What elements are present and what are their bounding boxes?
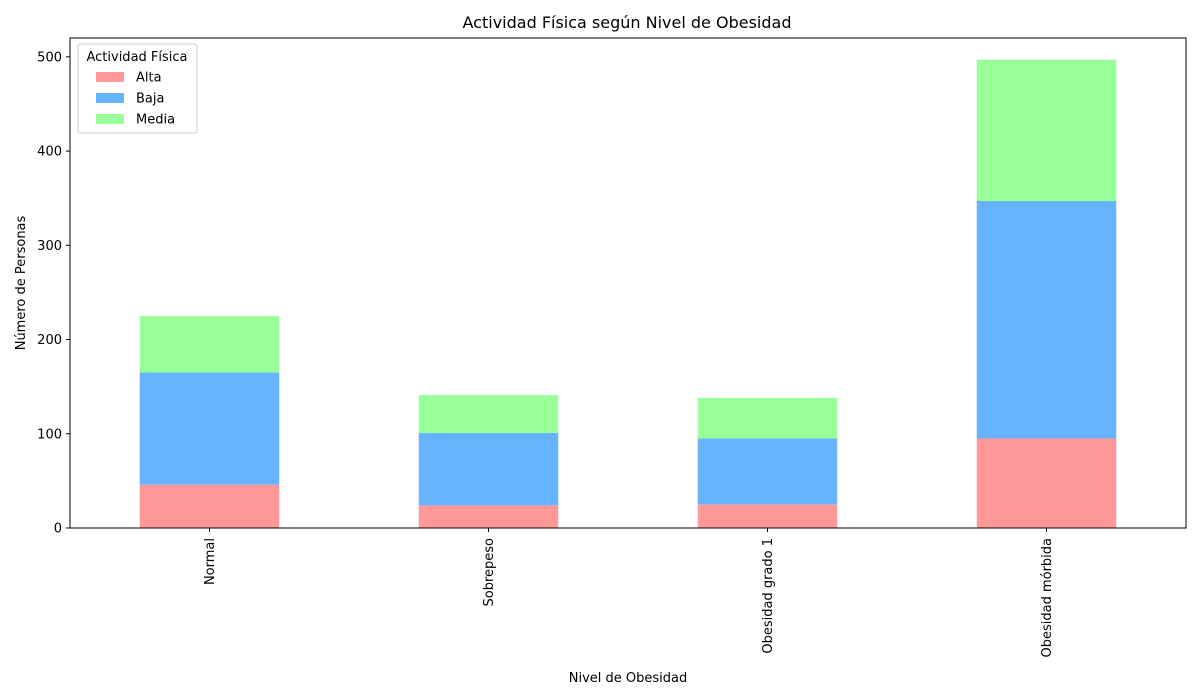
x-axis: Normal Sobrepeso Obesidad grado 1 Obesidad … [203, 528, 1055, 658]
y-tick-label: 400 [37, 145, 62, 160]
y-axis: 0 100 200 300 400 500 [37, 50, 70, 537]
bar-media-1 [418, 395, 559, 433]
bar-baja-0 [139, 372, 280, 485]
bar-media-2 [697, 397, 838, 439]
x-tick-label: Normal [203, 538, 218, 585]
chart-title: Actividad Física según Nivel de Obesidad [463, 13, 792, 32]
legend-swatch-baja [96, 93, 124, 103]
bar-alta-1 [418, 505, 559, 528]
legend-label-alta: Alta [136, 71, 162, 86]
x-tick-label: Obesidad mórbida [1040, 538, 1055, 658]
bar-alta-3 [976, 438, 1117, 528]
legend-swatch-alta [96, 72, 124, 82]
bar-alta-2 [697, 504, 838, 528]
y-tick-label: 200 [37, 333, 62, 348]
plot-frame [69, 37, 1187, 529]
x-tick-label: Obesidad grado 1 [761, 538, 776, 654]
y-tick-label: 500 [37, 50, 62, 65]
legend-box [77, 43, 198, 134]
legend-swatch-media [96, 114, 124, 124]
legend-title: Actividad Física [86, 50, 187, 65]
y-axis-label: Número de Personas [14, 215, 29, 350]
bar-baja-2 [697, 438, 838, 505]
x-axis-label: Nivel de Obesidad [569, 671, 688, 686]
bar-baja-1 [418, 432, 559, 506]
y-tick-label: 300 [37, 239, 62, 254]
bars-group [139, 59, 1117, 528]
legend-label-media: Media [136, 113, 175, 128]
y-tick-label: 0 [54, 522, 62, 537]
bar-media-3 [976, 59, 1117, 202]
bar-media-0 [139, 315, 280, 373]
legend-label-baja: Baja [136, 92, 164, 107]
bar-alta-0 [139, 484, 280, 528]
x-tick-label: Sobrepeso [482, 538, 497, 607]
bar-baja-3 [976, 201, 1117, 439]
y-tick-label: 100 [37, 427, 62, 442]
legend: Actividad Física Alta Baja Media [77, 43, 198, 134]
